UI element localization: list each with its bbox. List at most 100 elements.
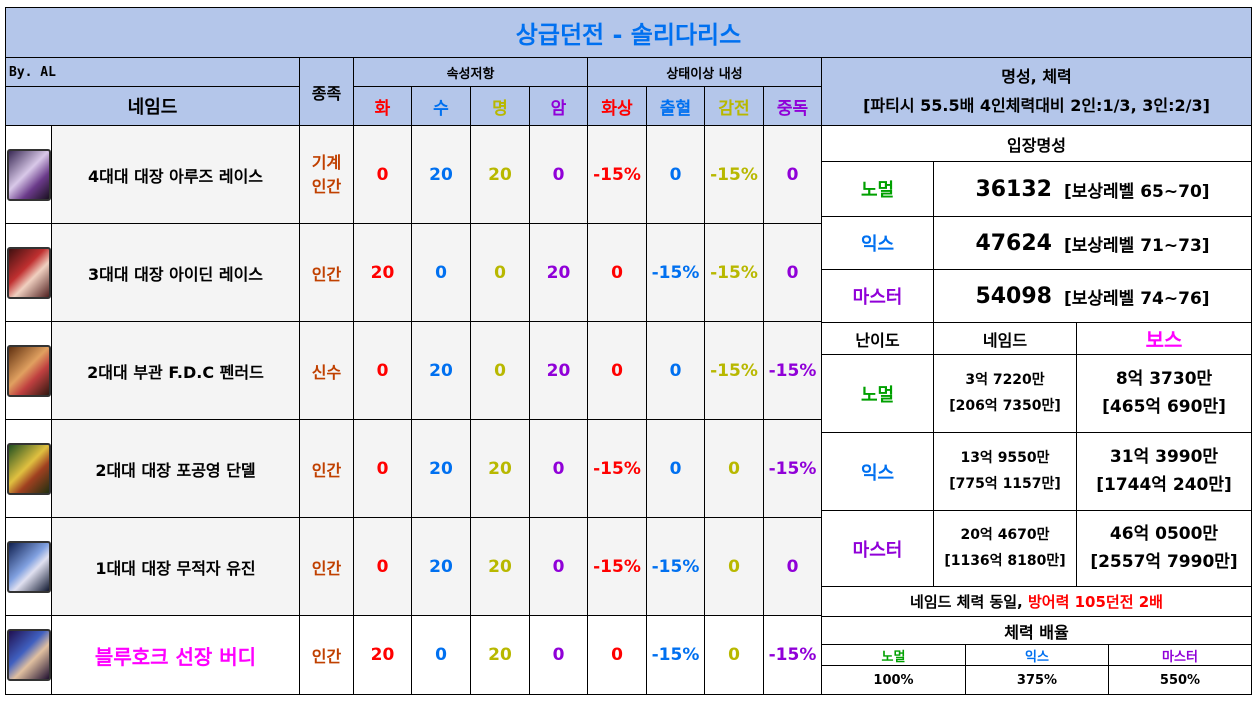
- light-value: 20: [470, 419, 530, 518]
- dark-value: 0: [529, 125, 588, 224]
- water-value: 0: [411, 615, 471, 695]
- multiplier-value-normal: 100%: [821, 665, 966, 695]
- portrait-cell: [5, 125, 52, 224]
- shock-value: -15%: [704, 125, 764, 224]
- entry-fame-value: 47624: [975, 230, 1052, 256]
- hp-multiplier-title: 체력 배율: [821, 616, 1252, 645]
- named-name: 3대대 대장 아이딘 레이스: [51, 223, 300, 322]
- portrait-cell: [5, 419, 52, 518]
- multiplier-label-normal: 노멀: [821, 644, 966, 666]
- entry-fame-row: 36132 [보상레벨 65~70]: [933, 161, 1252, 217]
- entry-fame-row: 47624 [보상레벨 71~73]: [933, 216, 1252, 270]
- element-light-header: 명: [470, 86, 530, 126]
- race-header: 종족: [299, 57, 354, 126]
- reward-level: [보상레벨 74~76]: [1063, 288, 1210, 309]
- bleed-value: -15%: [646, 517, 705, 616]
- poison-value: 0: [763, 125, 822, 224]
- entry-fame-row: 54098 [보상레벨 74~76]: [933, 269, 1252, 323]
- race-cell: 기계 인간: [299, 125, 354, 224]
- bleed-value: -15%: [646, 223, 705, 322]
- boss-hp-cell: 46억 0500만 [2557억 7990만]: [1076, 510, 1252, 587]
- named-party-hp: [206억 7350만]: [949, 397, 1061, 414]
- named-name: 4대대 대장 아루즈 레이스: [51, 125, 300, 224]
- portrait-aidin-icon: [6, 246, 51, 299]
- fire-value: 20: [353, 615, 412, 695]
- fame-hp-header: 명성, 체력 [파티시 55.5배 4인체력대비 2인:1/3, 3인:2/3]: [821, 57, 1252, 126]
- boss-hp: 31억 3990만: [1109, 447, 1219, 468]
- race-cell: 인간: [299, 223, 354, 322]
- water-value: 20: [411, 517, 471, 616]
- hp-note-highlight: 방어력 105던전 2배: [1027, 593, 1163, 611]
- named-party-hp: [1136억 8180만]: [944, 552, 1066, 569]
- shock-value: -15%: [704, 321, 764, 420]
- portrait-yujin-icon: [6, 540, 51, 593]
- shock-value: 0: [704, 419, 764, 518]
- burn-value: -15%: [587, 125, 647, 224]
- status-shock-header: 감전: [704, 86, 764, 126]
- portrait-dandel-icon: [6, 442, 51, 495]
- named-hp: 3억 7220만: [965, 372, 1045, 389]
- status-bleed-header: 출혈: [646, 86, 705, 126]
- bleed-value: 0: [646, 321, 705, 420]
- named-hp: 20억 4670만: [960, 527, 1050, 544]
- difficulty-master: 마스터: [821, 510, 934, 587]
- named-hp-cell: 20억 4670만 [1136억 8180만]: [933, 510, 1077, 587]
- water-value: 0: [411, 223, 471, 322]
- status-resist-header: 상태이상 내성: [587, 57, 822, 87]
- poison-value: -15%: [763, 419, 822, 518]
- water-value: 20: [411, 125, 471, 224]
- reward-level: [보상레벨 65~70]: [1063, 181, 1210, 202]
- light-value: 0: [470, 223, 530, 322]
- light-value: 0: [470, 321, 530, 420]
- difficulty-normal: 노멀: [821, 161, 934, 217]
- light-value: 20: [470, 517, 530, 616]
- shock-value: 0: [704, 615, 764, 695]
- fame-hp-title: 명성, 체력: [1001, 66, 1072, 86]
- status-burn-header: 화상: [587, 86, 647, 126]
- named-name: 2대대 대장 포공영 단델: [51, 419, 300, 518]
- fire-value: 0: [353, 321, 412, 420]
- light-value: 20: [470, 125, 530, 224]
- race-cell: 인간: [299, 615, 354, 695]
- boss-party-hp: [1744억 240만]: [1096, 474, 1232, 495]
- status-poison-header: 중독: [763, 86, 822, 126]
- portrait-buddy-icon: [6, 629, 51, 681]
- fire-value: 0: [353, 517, 412, 616]
- poison-value: 0: [763, 223, 822, 322]
- light-value: 20: [470, 615, 530, 695]
- water-value: 20: [411, 321, 471, 420]
- difficulty-expert: 익스: [821, 432, 934, 511]
- boss-party-hp: [2557억 7990만]: [1090, 551, 1238, 572]
- difficulty-master: 마스터: [821, 269, 934, 323]
- dark-value: 0: [529, 517, 588, 616]
- party-note: [파티시 55.5배 4인체력대비 2인:1/3, 3인:2/3]: [863, 95, 1210, 115]
- boss-hp: 46억 0500만: [1109, 524, 1219, 545]
- named-name: 2대대 부관 F.D.C 펜러드: [51, 321, 300, 420]
- element-resist-header: 속성저항: [353, 57, 588, 87]
- entry-fame-title: 입장명성: [821, 125, 1252, 162]
- race-cell: 인간: [299, 517, 354, 616]
- poison-value: -15%: [763, 615, 822, 695]
- reward-level: [보상레벨 71~73]: [1063, 235, 1210, 256]
- portrait-fdc-icon: [6, 344, 51, 397]
- burn-value: 0: [587, 615, 647, 695]
- boss-hp-cell: 31억 3990만 [1744억 240만]: [1076, 432, 1252, 511]
- multiplier-value-master: 550%: [1108, 665, 1252, 695]
- race-line: 인간: [311, 176, 342, 196]
- difficulty-normal: 노멀: [821, 354, 934, 433]
- portrait-cell: [5, 223, 52, 322]
- boss-name: 블루호크 선장 버디: [51, 615, 300, 695]
- burn-value: -15%: [587, 419, 647, 518]
- portrait-cell: [5, 321, 52, 420]
- author-label: By. AL: [5, 57, 300, 87]
- hp-note-text: 네임드 체력 동일,: [910, 593, 1028, 611]
- portrait-cell: [5, 615, 52, 695]
- named-hp: 13억 9550만: [960, 450, 1050, 467]
- portrait-cell: [5, 517, 52, 616]
- element-fire-header: 화: [353, 86, 412, 126]
- race-cell: 인간: [299, 419, 354, 518]
- difficulty-expert: 익스: [821, 216, 934, 270]
- multiplier-value-expert: 375%: [965, 665, 1109, 695]
- entry-fame-value: 54098: [975, 283, 1052, 309]
- dark-value: 0: [529, 419, 588, 518]
